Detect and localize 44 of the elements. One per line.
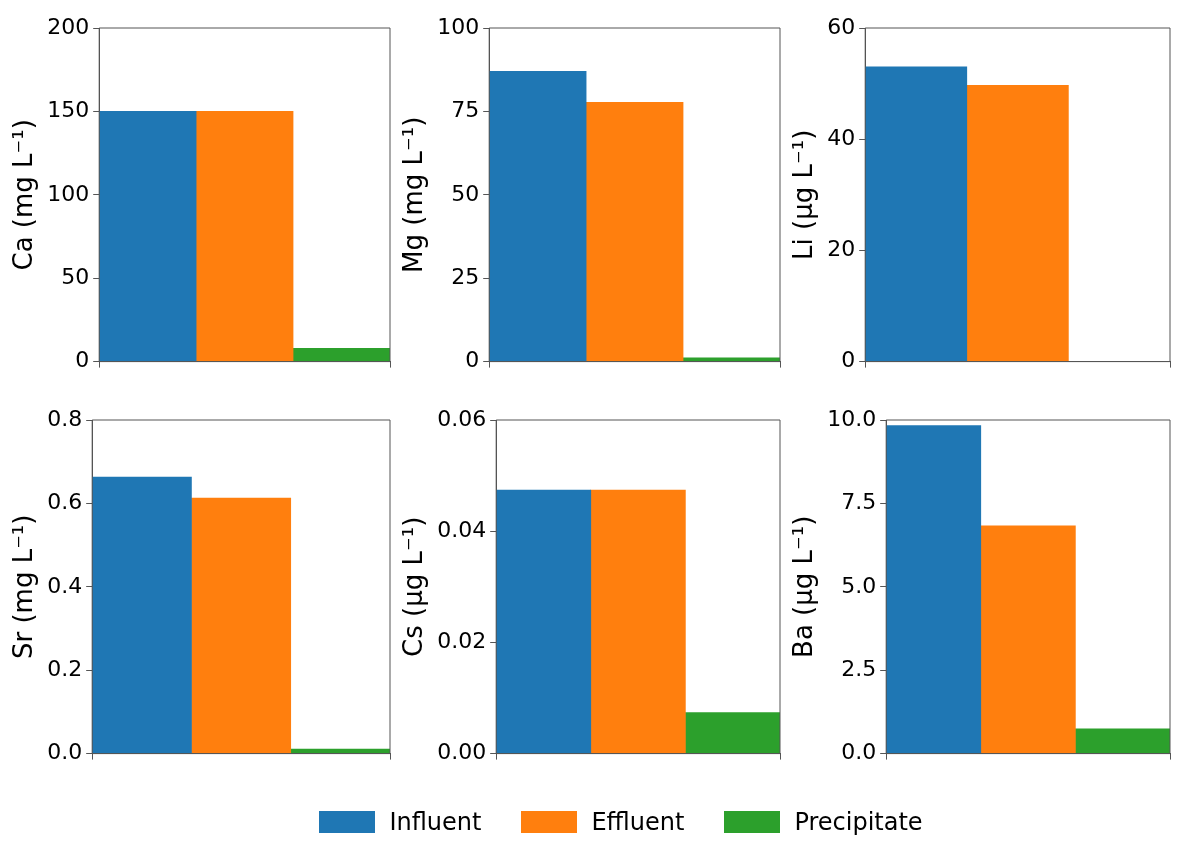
y-tick-label: 75	[451, 97, 480, 123]
y-axis-title: Ca (mg L⁻¹)	[8, 119, 39, 271]
y-tick-label: 25	[451, 263, 480, 289]
bar	[980, 525, 1076, 754]
y-tick-label: 50	[61, 263, 90, 289]
y-tick-label: 0.8	[47, 405, 83, 431]
y-axis-title: Cs (μg L⁻¹)	[398, 516, 429, 657]
bar	[1075, 728, 1170, 754]
y-tick-label: 0.00	[437, 739, 487, 765]
y-tick-label: 200	[47, 13, 90, 39]
y-tick-label: 0	[465, 347, 480, 373]
y-tick-label: 0	[841, 347, 856, 373]
bar	[489, 71, 587, 362]
y-tick-label: 0.02	[437, 628, 487, 654]
bar	[191, 497, 292, 754]
y-tick-label: 0	[75, 347, 90, 373]
y-tick-label: 0.4	[47, 572, 83, 598]
legend-label: Effluent	[591, 808, 685, 836]
y-axis-title: Sr (mg L⁻¹)	[8, 514, 39, 660]
bar	[585, 102, 684, 362]
y-tick-label: 5.0	[841, 572, 877, 598]
y-tick-label: 0.06	[437, 405, 487, 431]
y-axis-title: Ba (μg L⁻¹)	[788, 515, 819, 658]
y-tick-label: 0.0	[47, 739, 83, 765]
y-tick-label: 20	[827, 236, 856, 262]
y-tick-label: 0.04	[437, 516, 487, 542]
legend-label: Influent	[389, 808, 482, 836]
y-tick-label: 60	[827, 13, 856, 39]
y-tick-label: 40	[827, 124, 856, 150]
y-tick-label: 7.5	[841, 489, 877, 515]
y-axis-title: Mg (mg L⁻¹)	[398, 116, 429, 273]
y-tick-label: 10.0	[827, 405, 877, 431]
y-tick-label: 50	[451, 180, 480, 206]
y-tick-label: 100	[47, 180, 90, 206]
y-tick-label: 2.5	[841, 655, 877, 681]
y-axis-title: Li (μg L⁻¹)	[788, 129, 819, 260]
legend-label: Precipitate	[794, 808, 923, 836]
y-tick-label: 100	[437, 13, 480, 39]
y-tick-label: 0.2	[47, 655, 83, 681]
bar	[886, 425, 982, 754]
bar	[92, 476, 192, 754]
y-tick-label: 0.6	[47, 489, 83, 515]
y-tick-label: 150	[47, 97, 90, 123]
y-tick-label: 0.0	[841, 739, 877, 765]
